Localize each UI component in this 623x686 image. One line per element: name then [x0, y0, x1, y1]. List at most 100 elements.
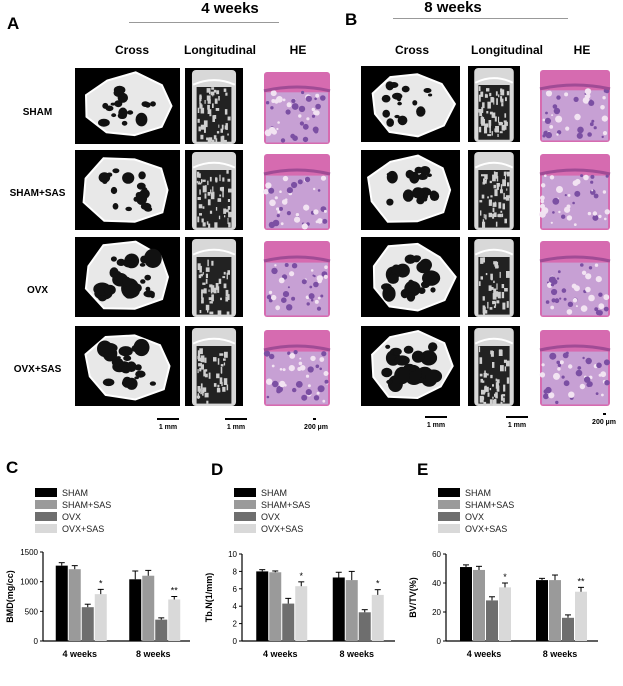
bar-e [575, 591, 587, 641]
legend-swatch-c [35, 524, 57, 533]
scale-bar-long-8w [506, 416, 528, 418]
scale-label-he-8w: 200 µm [592, 419, 616, 426]
bar-c [129, 579, 142, 641]
scale-bar-long-4w [225, 418, 247, 420]
legend-label-c: SHAM [62, 488, 88, 498]
significance-mark-e: * [503, 572, 507, 582]
legend-swatch-e [438, 488, 460, 497]
bar-d [345, 580, 358, 641]
y-tick-label-e: 40 [432, 579, 441, 588]
panel-letter-b: B [345, 10, 358, 29]
cross-image-ovx-4w [75, 237, 180, 317]
scale-label-cross-8w: 1 mm [426, 422, 446, 429]
scale-bar-he-8w [603, 413, 606, 415]
row-label-ovx-sas: OVX+SAS [13, 364, 62, 375]
bar-e [549, 580, 561, 641]
bar-e [460, 567, 472, 641]
cross-image-sham-4w [75, 68, 180, 144]
cross-image-sham-sas-8w [361, 150, 460, 230]
legend-label-e: SHAM [465, 488, 491, 498]
legend-label-d: OVX+SAS [261, 524, 303, 534]
y-tick-label-c: 0 [34, 637, 39, 646]
bar-e [536, 580, 548, 641]
bar-c [55, 565, 68, 641]
bar-d [332, 577, 345, 641]
scale-label-long-8w: 1 mm [507, 422, 527, 429]
scale-bar-he-4w [313, 418, 316, 420]
col-head-he-8w: HE [573, 43, 591, 57]
legend-swatch-d [234, 488, 256, 497]
bar-d [256, 571, 269, 641]
legend-label-c: OVX [62, 512, 81, 522]
bar-c [168, 599, 181, 641]
scale-bar-cross-8w [425, 416, 447, 418]
bar-d [358, 612, 371, 641]
cross-image-sham-8w [361, 66, 460, 142]
bar-c [68, 569, 81, 641]
x-tick-label-d: 8 weeks [339, 649, 374, 659]
y-tick-label-c: 500 [25, 607, 39, 616]
legend-label-c: OVX+SAS [62, 524, 104, 534]
y-tick-label-d: 2 [233, 620, 238, 629]
y-tick-label-d: 8 [233, 567, 238, 576]
panel-letter-a: A [7, 14, 20, 33]
header-rule-4w [129, 22, 279, 23]
y-axis-label-e: BV/TV(%) [408, 577, 418, 618]
col-head-cross-8w: Cross [394, 43, 429, 57]
bar-c [81, 607, 94, 641]
bar-d [295, 586, 308, 641]
col-head-long-8w: Longitudinal [471, 43, 543, 57]
he-image-ovx-8w [538, 237, 612, 317]
he-image-sham-4w [262, 68, 332, 144]
header-rule-8w [393, 18, 568, 19]
title-8-weeks: 8 weeks [424, 0, 482, 16]
bar-c [142, 575, 155, 641]
he-image-sham-sas-4w [262, 150, 332, 230]
significance-mark-d: * [299, 571, 303, 581]
y-tick-label-d: 4 [233, 602, 238, 611]
bar-c [155, 619, 168, 641]
bar-d [371, 594, 384, 641]
long-image-ovx-4w [185, 237, 243, 317]
scale-label-long-4w: 1 mm [226, 424, 246, 431]
panel-letter-c: C [6, 458, 19, 477]
panel-letter-d: D [211, 460, 224, 479]
he-image-ovx-sas-4w [262, 326, 332, 406]
legend-label-e: OVX [465, 512, 484, 522]
legend-label-d: OVX [261, 512, 280, 522]
y-tick-label-e: 60 [432, 550, 441, 559]
significance-mark-c: ** [171, 586, 179, 596]
long-image-sham-8w [468, 66, 520, 142]
he-image-sham-sas-8w [538, 150, 612, 230]
legend-label-e: OVX+SAS [465, 524, 507, 534]
x-tick-label-d: 4 weeks [263, 649, 298, 659]
he-image-ovx-sas-8w [538, 326, 612, 406]
x-tick-label-e: 8 weeks [543, 649, 578, 659]
bar-c [94, 594, 107, 641]
legend-swatch-e [438, 512, 460, 521]
row-label-sham: SHAM [22, 107, 53, 118]
scale-label-he-4w: 200 µm [304, 424, 328, 431]
cross-image-ovx-8w [361, 237, 460, 317]
scale-bar-cross-4w [157, 418, 179, 420]
y-axis-label-c: BMD(mg/cc) [5, 570, 15, 623]
y-tick-label-e: 0 [437, 637, 442, 646]
y-tick-label-c: 1500 [20, 548, 38, 557]
col-head-he-4w: HE [289, 43, 307, 57]
y-axis-label-d: Tb.N(1/mm) [204, 573, 214, 623]
row-label-sham-sas: SHAM+SAS [9, 188, 66, 199]
legend-label-d: SHAM+SAS [261, 500, 310, 510]
bar-d [269, 572, 282, 641]
y-tick-label-d: 6 [233, 585, 238, 594]
legend-swatch-c [35, 488, 57, 497]
col-head-long-4w: Longitudinal [184, 43, 256, 57]
legend-label-d: SHAM [261, 488, 287, 498]
bar-d [282, 603, 295, 641]
legend-swatch-d [234, 500, 256, 509]
x-tick-label-c: 8 weeks [136, 649, 171, 659]
legend-label-e: SHAM+SAS [465, 500, 514, 510]
bar-e [486, 600, 498, 641]
long-image-sham-4w [185, 68, 243, 144]
long-image-ovx-8w [468, 237, 520, 317]
